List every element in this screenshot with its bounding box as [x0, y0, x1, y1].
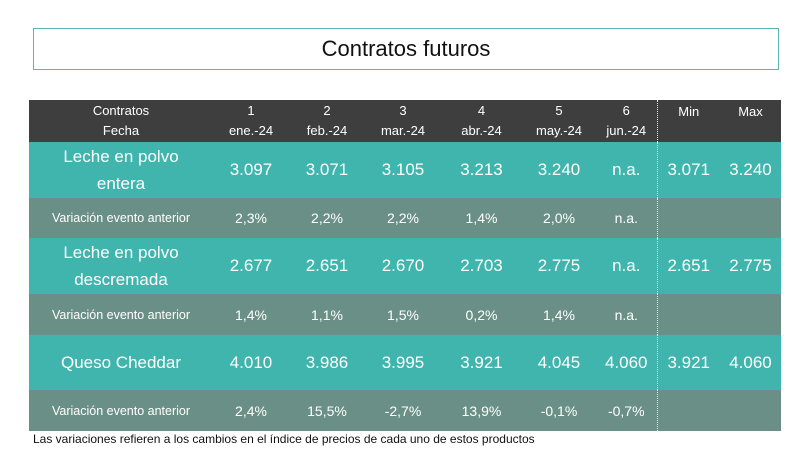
header-label-cell: Contratos Fecha: [29, 100, 213, 142]
variation-cell: -0,1%: [522, 390, 596, 431]
variation-max-empty: [720, 198, 781, 238]
value-cell: 2.670: [365, 238, 441, 294]
product-label: Queso Cheddar: [29, 335, 213, 390]
product-label-line: entera: [96, 174, 146, 193]
value-cell: 3.921: [441, 335, 522, 390]
product-row-whole-milk-powder: Leche en polvo entera 3.097 3.071 3.105 …: [29, 142, 781, 198]
min-cell: 2.651: [656, 238, 720, 294]
variation-cell: -2,7%: [365, 390, 441, 431]
header-col-num: 5: [555, 103, 563, 118]
value-cell: 3.240: [522, 142, 596, 198]
value-cell: 2.651: [289, 238, 365, 294]
value-cell: 3.097: [213, 142, 289, 198]
header-col-date: jun.-24: [606, 123, 647, 138]
min-cell: 3.921: [656, 335, 720, 390]
product-label-line: Leche en polvo: [63, 243, 179, 262]
variation-min-empty: [656, 294, 720, 335]
variation-cell: n.a.: [596, 198, 657, 238]
variation-row: Variación evento anterior 2,4% 15,5% -2,…: [29, 390, 781, 431]
variation-cell: -0,7%: [596, 390, 657, 431]
variation-row: Variación evento anterior 2,3% 2,2% 2,2%…: [29, 198, 781, 238]
header-col-num: 3: [399, 103, 407, 118]
product-label-line: Leche en polvo: [63, 147, 179, 166]
value-cell: 3.071: [289, 142, 365, 198]
header-col-4: 4 abr.-24: [441, 100, 522, 142]
variation-cell: 1,5%: [365, 294, 441, 335]
header-col-6: 6 jun.-24: [596, 100, 657, 142]
variation-cell: 2,2%: [289, 198, 365, 238]
variation-label: Variación evento anterior: [29, 198, 213, 238]
product-row-cheddar-cheese: Queso Cheddar 4.010 3.986 3.995 3.921 4.…: [29, 335, 781, 390]
page-title: Contratos futuros: [33, 28, 779, 70]
header-col-num: 1: [247, 103, 255, 118]
variation-cell: n.a.: [596, 294, 657, 335]
header-col-num: 4: [477, 103, 486, 118]
footnote: Las variaciones refieren a los cambios e…: [33, 432, 535, 446]
header-col-date: feb.-24: [306, 123, 348, 138]
header-col-5: 5 may.-24: [522, 100, 596, 142]
value-cell: 3.105: [365, 142, 441, 198]
header-min: Min: [656, 100, 720, 142]
variation-min-empty: [656, 390, 720, 431]
header-col-2: 2 feb.-24: [289, 100, 365, 142]
futures-table: Contratos Fecha 1 ene.-24 2 feb.-24 3 ma…: [29, 100, 781, 431]
value-cell: 3.995: [365, 335, 441, 390]
page-title-text: Contratos futuros: [321, 36, 491, 61]
min-cell: 3.071: [656, 142, 720, 198]
header-col-date: mar.-24: [380, 123, 426, 138]
value-cell: n.a.: [596, 142, 657, 198]
variation-max-empty: [720, 390, 781, 431]
value-cell: 2.677: [213, 238, 289, 294]
variation-label: Variación evento anterior: [29, 294, 213, 335]
variation-cell: 13,9%: [441, 390, 522, 431]
max-cell: 2.775: [720, 238, 781, 294]
header-col-date: ene.-24: [228, 123, 274, 138]
product-label: Leche en polvo descremada: [29, 238, 213, 294]
header-col-date: may.-24: [536, 123, 582, 138]
max-cell: 4.060: [720, 335, 781, 390]
variation-cell: 2,4%: [213, 390, 289, 431]
max-cell: 3.240: [720, 142, 781, 198]
variation-cell: 1,1%: [289, 294, 365, 335]
variation-cell: 1,4%: [213, 294, 289, 335]
value-cell: 3.986: [289, 335, 365, 390]
variation-min-empty: [656, 198, 720, 238]
value-cell: 3.213: [441, 142, 522, 198]
header-col-date: abr.-24: [461, 123, 502, 138]
value-cell: 2.703: [441, 238, 522, 294]
variation-cell: 0,2%: [441, 294, 522, 335]
variation-cell: 1,4%: [522, 294, 596, 335]
variation-cell: 1,4%: [441, 198, 522, 238]
header-label-bottom: Fecha: [102, 123, 140, 138]
header-col-1: 1 ene.-24: [213, 100, 289, 142]
product-label: Leche en polvo entera: [29, 142, 213, 198]
header-max: Max: [720, 100, 781, 142]
product-label-line: descremada: [74, 270, 168, 289]
header-row: Contratos Fecha 1 ene.-24 2 feb.-24 3 ma…: [29, 100, 781, 142]
value-cell: 4.045: [522, 335, 596, 390]
variation-row: Variación evento anterior 1,4% 1,1% 1,5%…: [29, 294, 781, 335]
variation-max-empty: [720, 294, 781, 335]
variation-cell: 15,5%: [289, 390, 365, 431]
header-label-top: Contratos: [92, 103, 150, 118]
value-cell: 4.060: [596, 335, 657, 390]
value-cell: 2.775: [522, 238, 596, 294]
product-row-skim-milk-powder: Leche en polvo descremada 2.677 2.651 2.…: [29, 238, 781, 294]
header-col-num: 2: [323, 103, 331, 118]
variation-cell: 2,3%: [213, 198, 289, 238]
value-cell: n.a.: [596, 238, 657, 294]
variation-cell: 2,0%: [522, 198, 596, 238]
header-col-3: 3 mar.-24: [365, 100, 441, 142]
header-col-num: 6: [622, 103, 630, 118]
value-cell: 4.010: [213, 335, 289, 390]
variation-label: Variación evento anterior: [29, 390, 213, 431]
variation-cell: 2,2%: [365, 198, 441, 238]
product-label-line: Queso Cheddar: [60, 353, 182, 372]
